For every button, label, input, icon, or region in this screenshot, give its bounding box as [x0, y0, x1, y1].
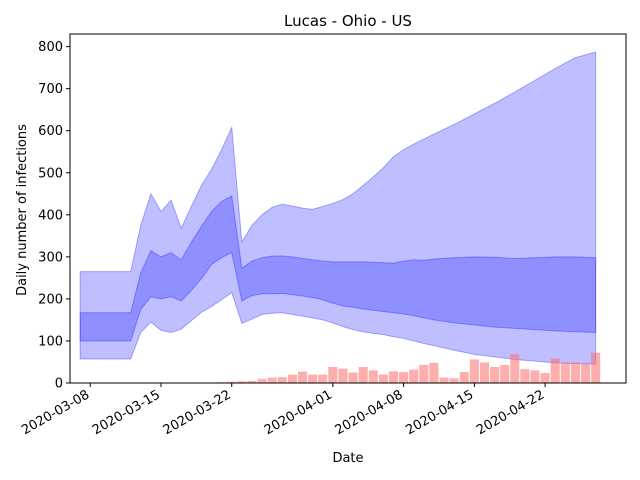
daily-infection-bar: [490, 367, 500, 383]
daily-infection-bar: [419, 364, 429, 383]
chart-title: Lucas - Ohio - US: [284, 12, 412, 30]
x-tick-label: 2020-03-08: [19, 387, 92, 438]
daily-infection-bar: [287, 374, 297, 383]
x-tick-label: 2020-04-08: [333, 387, 406, 438]
y-tick-label: 0: [55, 377, 63, 392]
daily-infection-bar: [449, 378, 459, 383]
daily-infection-bar: [267, 377, 277, 383]
y-tick-label: 800: [38, 40, 63, 55]
daily-infection-bar: [227, 381, 237, 383]
y-tick-label: 300: [38, 250, 63, 265]
daily-infection-bar: [520, 369, 530, 383]
daily-infection-bar: [277, 377, 287, 383]
daily-infection-bar: [479, 362, 490, 383]
x-tick-label: 2020-03-15: [90, 387, 163, 438]
inner-interval-band: [79, 195, 597, 342]
daily-infection-bar: [550, 358, 560, 383]
daily-infection-bar: [338, 368, 348, 383]
daily-infection-bar: [581, 363, 591, 383]
daily-infection-bar: [348, 372, 358, 383]
daily-infection-bar: [388, 371, 399, 383]
daily-infection-bar: [237, 381, 247, 383]
daily-infection-bar: [500, 364, 510, 383]
y-axis-title: Daily number of infections: [15, 124, 30, 296]
y-axis: 0 100 200 300 400 500 600 700 800: [38, 40, 70, 392]
daily-infection-bar: [459, 372, 469, 383]
daily-infection-bar: [358, 367, 368, 383]
plot-area: [79, 51, 601, 383]
y-tick-label: 600: [38, 124, 63, 139]
y-tick-label: 100: [38, 334, 63, 349]
daily-infection-bar: [318, 374, 328, 383]
daily-infection-bar: [378, 374, 388, 383]
daily-infection-bar: [560, 362, 570, 383]
x-tick-label: 2020-04-15: [403, 387, 476, 438]
daily-infection-bar: [399, 372, 409, 383]
x-tick-label: 2020-04-22: [474, 387, 547, 438]
daily-infection-bar: [429, 362, 439, 383]
daily-infection-bar: [469, 359, 479, 383]
y-tick-label: 200: [38, 292, 63, 307]
daily-infection-bar: [570, 362, 581, 383]
y-tick-label: 500: [38, 166, 63, 181]
daily-infection-bar: [510, 353, 520, 383]
daily-infection-bar: [297, 371, 308, 383]
x-tick-label: 2020-04-01: [262, 387, 335, 438]
y-tick-label: 400: [38, 208, 63, 223]
daily-infection-bar: [308, 374, 318, 383]
daily-infection-bar: [439, 377, 449, 383]
x-axis-title: Date: [332, 451, 363, 466]
daily-infection-bar: [409, 369, 419, 383]
daily-infection-bar: [368, 370, 378, 383]
daily-infection-bar: [247, 380, 257, 383]
plot-frame: [69, 33, 627, 384]
daily-infection-bar: [591, 352, 601, 383]
daily-infection-bar: [328, 367, 338, 383]
daily-infection-bar: [530, 370, 540, 383]
y-tick-label: 700: [38, 82, 63, 97]
daily-infection-bar: [540, 372, 550, 383]
daily-infection-bar: [257, 378, 267, 383]
x-tick-label: 2020-03-22: [161, 387, 234, 438]
